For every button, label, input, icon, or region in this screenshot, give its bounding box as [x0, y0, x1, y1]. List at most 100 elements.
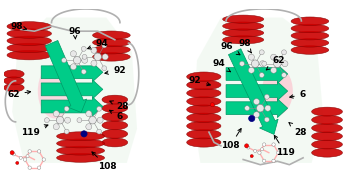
Circle shape: [259, 73, 264, 77]
Ellipse shape: [93, 31, 130, 40]
Circle shape: [265, 94, 269, 99]
Circle shape: [82, 54, 87, 59]
Circle shape: [262, 159, 266, 163]
Text: 6: 6: [290, 90, 306, 99]
Circle shape: [94, 53, 101, 61]
Circle shape: [81, 46, 86, 51]
Circle shape: [62, 58, 67, 63]
Text: 94: 94: [88, 39, 109, 49]
Circle shape: [271, 67, 277, 73]
Circle shape: [248, 67, 255, 73]
Circle shape: [240, 61, 245, 66]
Circle shape: [272, 143, 275, 146]
FancyArrow shape: [228, 49, 278, 134]
Circle shape: [248, 54, 255, 60]
Text: 94: 94: [212, 59, 231, 72]
Circle shape: [64, 106, 69, 111]
Text: 96: 96: [221, 42, 240, 55]
Circle shape: [102, 43, 107, 48]
Ellipse shape: [93, 45, 130, 54]
Circle shape: [102, 66, 107, 71]
Ellipse shape: [311, 107, 343, 116]
Ellipse shape: [102, 104, 128, 113]
Ellipse shape: [102, 121, 128, 130]
Circle shape: [259, 50, 264, 55]
Circle shape: [253, 149, 257, 153]
Ellipse shape: [4, 70, 24, 78]
Circle shape: [210, 103, 214, 107]
Circle shape: [281, 73, 286, 77]
Circle shape: [64, 129, 69, 134]
Text: 62: 62: [266, 56, 285, 70]
Text: 28: 28: [289, 123, 307, 137]
Circle shape: [53, 111, 59, 117]
Ellipse shape: [311, 132, 343, 141]
Text: 92: 92: [188, 76, 211, 86]
Ellipse shape: [311, 115, 343, 124]
FancyArrow shape: [226, 65, 288, 83]
Circle shape: [281, 50, 286, 55]
Polygon shape: [194, 18, 324, 163]
Circle shape: [261, 148, 263, 151]
Circle shape: [91, 47, 97, 53]
Circle shape: [97, 117, 103, 123]
Ellipse shape: [57, 139, 105, 148]
Circle shape: [258, 151, 261, 154]
Circle shape: [86, 124, 92, 130]
Circle shape: [262, 61, 267, 66]
Text: 98: 98: [238, 39, 251, 53]
Circle shape: [249, 115, 255, 122]
Ellipse shape: [311, 124, 343, 132]
Circle shape: [37, 150, 41, 153]
Circle shape: [56, 116, 64, 124]
Circle shape: [102, 54, 108, 60]
Ellipse shape: [187, 72, 221, 81]
Circle shape: [53, 124, 59, 130]
FancyArrow shape: [41, 97, 103, 116]
Circle shape: [73, 57, 81, 64]
Polygon shape: [12, 18, 137, 163]
Ellipse shape: [38, 64, 72, 119]
Circle shape: [253, 99, 260, 105]
Text: 108: 108: [92, 152, 116, 171]
Ellipse shape: [4, 77, 24, 85]
Ellipse shape: [7, 50, 52, 60]
Ellipse shape: [102, 95, 128, 104]
Ellipse shape: [93, 38, 130, 47]
Circle shape: [19, 156, 22, 159]
Circle shape: [282, 61, 288, 67]
Ellipse shape: [7, 36, 52, 46]
Ellipse shape: [93, 53, 130, 61]
Ellipse shape: [4, 84, 24, 92]
Ellipse shape: [262, 67, 293, 115]
Circle shape: [272, 159, 275, 163]
Circle shape: [97, 106, 102, 111]
Circle shape: [253, 112, 260, 118]
Circle shape: [77, 118, 82, 123]
Circle shape: [12, 153, 15, 156]
Circle shape: [89, 116, 96, 124]
Circle shape: [81, 69, 86, 74]
Circle shape: [26, 155, 29, 158]
Ellipse shape: [187, 97, 221, 106]
Text: 92: 92: [105, 66, 126, 75]
Text: 98: 98: [10, 22, 26, 31]
Circle shape: [28, 150, 32, 153]
Circle shape: [245, 106, 250, 111]
Ellipse shape: [7, 29, 52, 38]
Circle shape: [265, 105, 271, 111]
Ellipse shape: [102, 138, 128, 147]
Circle shape: [82, 57, 88, 63]
Ellipse shape: [223, 15, 264, 23]
Circle shape: [276, 151, 280, 154]
Ellipse shape: [291, 24, 329, 33]
FancyArrow shape: [41, 80, 103, 99]
Ellipse shape: [291, 39, 329, 47]
Ellipse shape: [7, 43, 52, 53]
Ellipse shape: [102, 112, 128, 121]
Circle shape: [250, 155, 253, 158]
Text: 119: 119: [274, 136, 295, 157]
Ellipse shape: [7, 22, 52, 31]
Text: 96: 96: [69, 27, 81, 39]
Ellipse shape: [187, 129, 221, 139]
